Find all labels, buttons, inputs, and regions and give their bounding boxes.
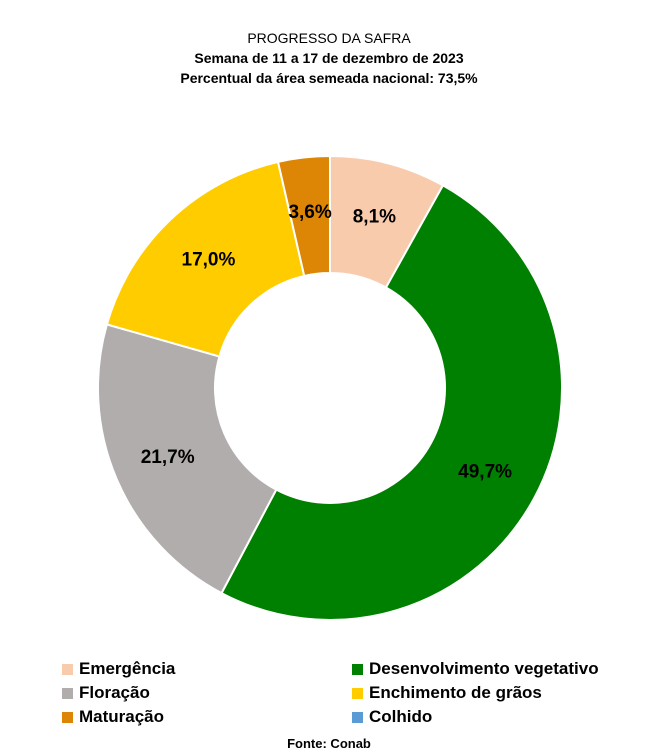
legend-swatch-5 bbox=[352, 711, 363, 723]
legend-label-0: Emergência bbox=[79, 659, 176, 678]
slice-label-2: 21,7% bbox=[141, 447, 195, 468]
legend-item-3: Enchimento de grãos bbox=[352, 682, 542, 704]
legend-swatch-1 bbox=[352, 663, 363, 675]
slice-label-1: 49,7% bbox=[458, 462, 512, 483]
legend-label-5: Colhido bbox=[369, 707, 433, 726]
slice-label-3: 17,0% bbox=[182, 250, 236, 271]
chart-subtitle-2: Percentual da área semeada nacional: 73,… bbox=[180, 70, 478, 86]
slice-1 bbox=[220, 183, 563, 621]
legend-item-1: Desenvolvimento vegetativo bbox=[352, 658, 599, 680]
legend-swatch-0 bbox=[62, 663, 73, 675]
legend-item-5: Colhido bbox=[352, 706, 432, 728]
donut-slices bbox=[97, 154, 563, 621]
legend-label-2: Floração bbox=[79, 683, 150, 702]
legend-label-3: Enchimento de grãos bbox=[369, 683, 542, 702]
slice-label-4: 3,6% bbox=[288, 202, 331, 223]
legend-swatch-2 bbox=[62, 687, 73, 699]
chart-source: Fonte: Conab bbox=[287, 736, 371, 751]
legend-swatch-4 bbox=[62, 711, 73, 723]
legend-item-0: Emergência bbox=[62, 658, 175, 680]
chart-title: PROGRESSO DA SAFRA bbox=[247, 30, 411, 46]
legend-label-4: Maturação bbox=[79, 707, 165, 726]
slice-2 bbox=[97, 323, 278, 595]
legend-item-2: Floração bbox=[62, 682, 150, 704]
chart-titles: PROGRESSO DA SAFRA Semana de 11 a 17 de … bbox=[0, 28, 658, 88]
legend-label-1: Desenvolvimento vegetativo bbox=[369, 659, 599, 678]
slice-3 bbox=[105, 160, 306, 358]
donut-labels: 8,1% 49,7% 21,7% 17,0% 3,6% bbox=[141, 202, 512, 483]
legend-swatch-3 bbox=[352, 687, 363, 699]
slice-label-0: 8,1% bbox=[353, 207, 396, 228]
slice-4 bbox=[276, 154, 331, 278]
legend-item-4: Maturação bbox=[62, 706, 164, 728]
chart-subtitle: Semana de 11 a 17 de dezembro de 2023 bbox=[194, 50, 464, 66]
